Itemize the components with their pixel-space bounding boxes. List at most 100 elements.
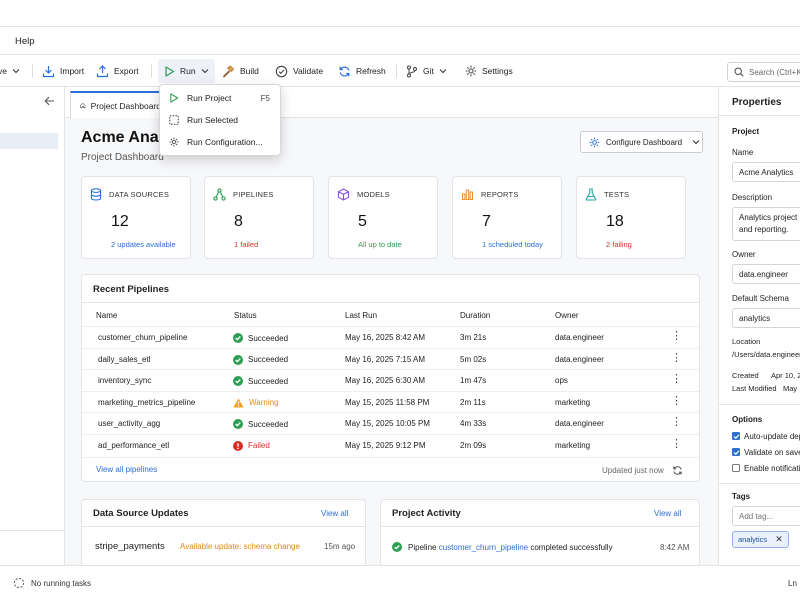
pipeline-last-run: May 16, 2025 8:42 AM (345, 333, 426, 342)
table-row[interactable]: inventory_sync Succeeded May 16, 2025 6:… (82, 369, 699, 391)
card-reports[interactable]: REPORTS 7 1 scheduled today (452, 176, 562, 259)
more-options-icon[interactable]: ⋮ (671, 330, 682, 342)
cursor-position: Ln (788, 579, 797, 588)
refresh-icon (339, 66, 350, 76)
divider (719, 483, 800, 484)
tab-label: Project Dashboard (90, 100, 161, 111)
chevron-down-icon (201, 69, 208, 74)
refresh-icon[interactable] (672, 465, 683, 476)
pipeline-duration: 2m 09s (460, 440, 487, 450)
card-data-sources[interactable]: DATA SOURCES 12 2 updates available (81, 176, 191, 259)
build-button[interactable]: Build (222, 63, 259, 79)
pipeline-last-run: May 15, 2025 9:12 PM (345, 440, 426, 450)
modified-label: Last Modified (732, 384, 777, 393)
option-label: Enable notifications (744, 464, 800, 473)
description-field[interactable]: Analytics project and reporting. (732, 207, 800, 241)
menu-item-run-selected[interactable]: Run Selected (160, 109, 280, 131)
refresh-label: Refresh (356, 66, 386, 76)
bar-chart-icon (462, 189, 474, 200)
schema-field[interactable]: analytics (732, 308, 800, 328)
modified-value: May 1 (783, 384, 800, 393)
database-icon (90, 188, 102, 201)
column-header-name[interactable]: Name (96, 311, 118, 320)
menu-help[interactable]: Help (15, 36, 35, 47)
card-status: 1 failed (234, 240, 259, 249)
tag-chip[interactable]: analytics ✕ (732, 531, 789, 548)
pipeline-owner: marketing (555, 397, 591, 407)
gear-icon (169, 137, 179, 147)
chevron-down-icon (692, 140, 700, 145)
more-options-icon[interactable]: ⋮ (671, 416, 682, 428)
search-input[interactable]: Search (Ctrl+K) (727, 62, 800, 82)
success-icon (233, 354, 243, 365)
pipeline-owner: data.engineer (555, 354, 604, 364)
git-button[interactable]: Git (406, 63, 447, 79)
export-icon (96, 64, 109, 77)
git-branch-icon (407, 65, 417, 77)
more-options-icon[interactable]: ⋮ (671, 373, 682, 385)
card-pipelines[interactable]: PIPELINES 8 1 failed (204, 176, 314, 259)
settings-button[interactable]: Settings (465, 63, 513, 79)
option-label: Auto-update dependencies (744, 432, 800, 441)
refresh-button[interactable]: Refresh (338, 63, 386, 79)
table-row[interactable]: daily_sales_etl Succeeded May 16, 2025 7… (82, 347, 699, 370)
pipeline-name: inventory_sync (98, 376, 152, 385)
toolbar: ve Import Export Run Build Validate Refr… (0, 55, 800, 87)
column-header-owner[interactable]: Owner (555, 311, 579, 320)
validate-button[interactable]: Validate (275, 63, 323, 79)
add-tag-input[interactable]: Add tag... (732, 506, 800, 526)
checkbox-auto-update[interactable] (732, 432, 740, 440)
data-source-name[interactable]: stripe_payments (95, 541, 165, 552)
activity-item: Pipeline customer_churn_pipeline complet… (392, 542, 613, 552)
table-row[interactable]: user_activity_agg Succeeded May 15, 2025… (82, 412, 699, 434)
activity-time: 8:42 AM (660, 543, 690, 552)
created-value: Apr 10, 2 (771, 371, 800, 380)
menu-item-run-project[interactable]: Run Project F5 (160, 87, 280, 109)
data-source-updates-view-all[interactable]: View all (321, 509, 349, 518)
location-label: Location (732, 337, 761, 346)
checkbox-enable-notifications[interactable] (732, 464, 740, 472)
card-models[interactable]: MODELS 5 All up to date (328, 176, 438, 259)
pipeline-name: marketing_metrics_pipeline (98, 397, 196, 407)
view-all-pipelines-link[interactable]: View all pipelines (96, 465, 158, 474)
column-header-last-run[interactable]: Last Run (345, 311, 378, 320)
tab-project-dashboard[interactable]: Project Dashboard (70, 91, 162, 118)
more-options-icon[interactable]: ⋮ (671, 437, 682, 450)
import-button[interactable]: Import (42, 63, 84, 79)
tags-title: Tags (732, 492, 751, 501)
remove-tag-icon[interactable]: ✕ (775, 534, 783, 544)
menu-item-run-configuration[interactable]: Run Configuration... (160, 131, 280, 153)
run-button[interactable]: Run (158, 59, 215, 83)
card-status[interactable]: 2 updates available (111, 240, 176, 249)
configure-dashboard-button[interactable]: Configure Dashboard (580, 131, 703, 153)
table-row[interactable]: marketing_metrics_pipeline Warning May 1… (82, 390, 699, 413)
save-button[interactable]: ve (0, 63, 20, 79)
table-row[interactable]: ad_performance_etl Failed May 15, 2025 9… (82, 433, 699, 456)
table-row[interactable]: customer_churn_pipeline Succeeded May 16… (82, 326, 699, 348)
back-arrow-icon[interactable] (44, 96, 55, 106)
activity-pipeline-link[interactable]: customer_churn_pipeline (438, 542, 529, 552)
selected-tree-item[interactable] (0, 133, 58, 149)
updated-status: Updated just now (602, 465, 683, 476)
warning-icon (233, 398, 244, 407)
divider (719, 404, 800, 405)
card-tests[interactable]: TESTS 18 2 failing (576, 176, 686, 259)
left-panel (0, 87, 65, 565)
selection-icon (169, 115, 179, 125)
project-activity-view-all[interactable]: View all (654, 509, 682, 518)
menu-item-label: Run Project (187, 93, 232, 103)
pipeline-last-run: May 16, 2025 6:30 AM (345, 376, 426, 385)
export-button[interactable]: Export (96, 63, 139, 79)
column-header-status[interactable]: Status (234, 311, 257, 320)
menu-item-shortcut: F5 (260, 93, 270, 103)
pipeline-name: daily_sales_etl (98, 354, 151, 364)
column-header-duration[interactable]: Duration (460, 311, 491, 320)
more-options-icon[interactable]: ⋮ (671, 394, 682, 407)
data-source-updates-title: Data Source Updates (93, 508, 189, 519)
name-field[interactable]: Acme Analytics (732, 162, 800, 182)
checkbox-validate-on-save[interactable] (732, 448, 740, 456)
card-status[interactable]: 1 scheduled today (482, 240, 543, 249)
more-options-icon[interactable]: ⋮ (671, 351, 682, 364)
divider (82, 526, 365, 527)
owner-field[interactable]: data.engineer (732, 264, 800, 284)
